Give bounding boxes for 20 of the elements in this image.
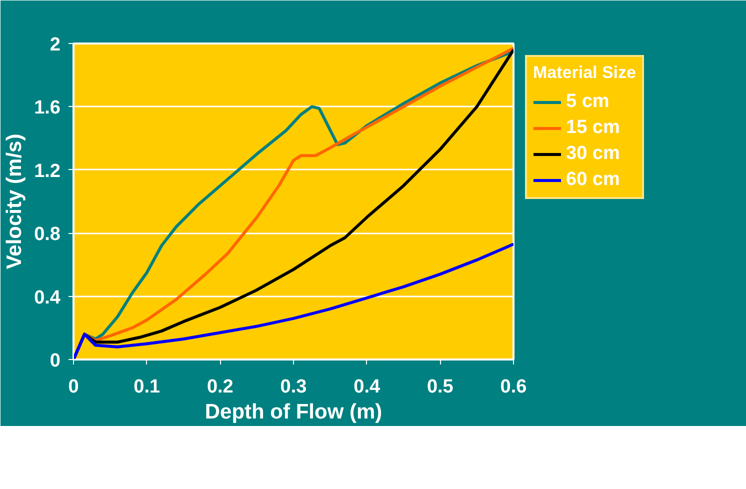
legend-label: 30 cm [566, 143, 620, 165]
x-tick-label: 0.2 [206, 376, 234, 398]
x-tick-label: 0.1 [134, 376, 160, 398]
x-axis-title: Depth of Flow (m) [204, 400, 382, 424]
y-tick-label: 2 [50, 34, 61, 56]
x-tick-label: 0 [68, 376, 79, 398]
legend-label: 15 cm [566, 117, 620, 139]
x-tick-label: 0.3 [280, 376, 307, 398]
y-tick-label: 1.2 [34, 160, 61, 182]
y-tick-label: 0 [50, 350, 61, 372]
y-tick-label: 1.6 [34, 98, 61, 119]
legend-title: Material Size [533, 63, 636, 83]
y-tick-label: 0.4 [34, 287, 61, 308]
x-tick-label: 0.4 [354, 376, 380, 398]
x-tick-label: 0.6 [500, 376, 527, 398]
x-tick-label: 0.5 [426, 376, 454, 398]
y-tick-label: 0.8 [34, 224, 61, 246]
y-axis-title: Velocity (m/s) [3, 134, 26, 270]
legend-label: 60 cm [566, 169, 620, 191]
legend-label: 5 cm [566, 91, 610, 113]
